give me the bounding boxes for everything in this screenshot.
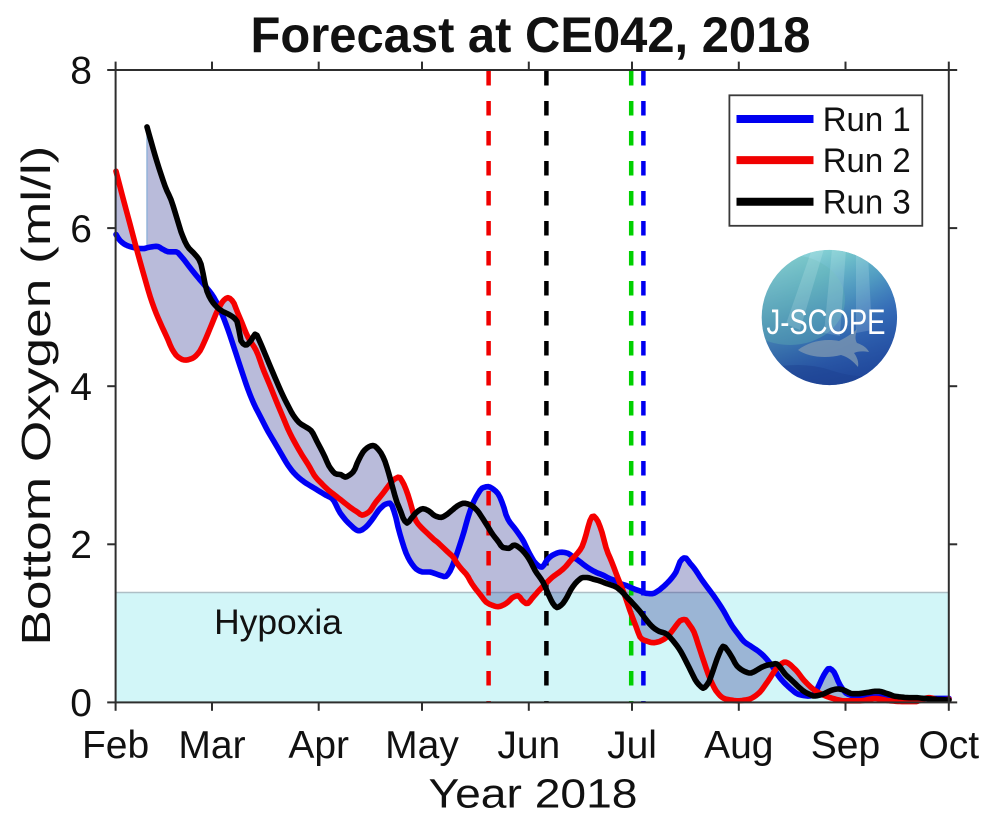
svg-text:Sep: Sep xyxy=(811,724,880,767)
svg-text:Forecast at CE042, 2018: Forecast at CE042, 2018 xyxy=(251,7,811,63)
svg-text:Run 1: Run 1 xyxy=(823,101,911,139)
svg-text:Aug: Aug xyxy=(704,724,773,767)
svg-text:May: May xyxy=(385,724,459,767)
svg-text:Bottom Oxygen (ml/l): Bottom Oxygen (ml/l) xyxy=(13,146,59,646)
svg-text:Year 2018: Year 2018 xyxy=(429,771,638,817)
svg-text:0: 0 xyxy=(70,682,92,725)
svg-text:Oct: Oct xyxy=(918,724,979,767)
svg-text:Run 3: Run 3 xyxy=(823,184,911,222)
svg-text:6: 6 xyxy=(70,208,92,251)
svg-text:Mar: Mar xyxy=(178,724,245,767)
svg-text:Hypoxia: Hypoxia xyxy=(214,602,342,642)
svg-text:4: 4 xyxy=(70,366,92,409)
svg-text:Feb: Feb xyxy=(82,724,149,767)
svg-text:Jun: Jun xyxy=(497,724,560,767)
svg-text:2: 2 xyxy=(70,524,92,567)
svg-text:Jul: Jul xyxy=(607,724,657,767)
svg-text:8: 8 xyxy=(70,50,92,93)
svg-text:J-SCOPE: J-SCOPE xyxy=(767,302,886,342)
svg-text:Apr: Apr xyxy=(288,724,349,767)
svg-text:Run 2: Run 2 xyxy=(823,142,911,180)
